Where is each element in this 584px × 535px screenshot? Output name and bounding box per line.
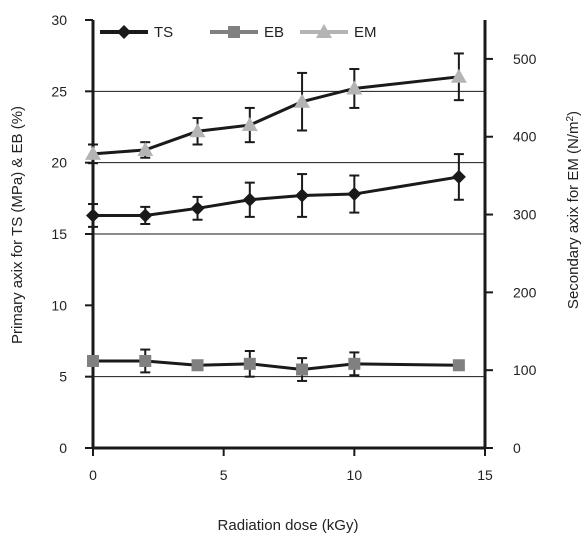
y-left-tick-label: 25 [51, 83, 67, 99]
data-point [191, 359, 204, 372]
y-right-tick-label: 300 [513, 207, 537, 223]
series-eb [87, 348, 465, 382]
legend-marker [316, 24, 332, 38]
y-left-tick-label: 5 [59, 369, 67, 385]
legend-label: EB [264, 24, 284, 41]
data-point [451, 169, 466, 184]
series-layer [85, 52, 467, 382]
data-point [242, 192, 257, 207]
legend-marker [228, 26, 240, 38]
data-point [139, 354, 152, 367]
data-point [86, 208, 100, 223]
legend-item-eb: EB [210, 24, 284, 41]
data-point [347, 187, 362, 202]
y-left-tick-label: 30 [51, 12, 67, 28]
series-ts [86, 153, 466, 228]
y-right-tick-label: 500 [513, 51, 537, 67]
legend-marker [117, 25, 131, 39]
data-point [346, 80, 363, 95]
y-right-tick-label: 400 [513, 129, 537, 145]
y-right-tick-label: 200 [513, 284, 537, 300]
x-tick-label: 5 [220, 467, 228, 483]
y-right-tick-label: 100 [513, 362, 537, 378]
y-axis-right-label: Secondary axix for EM (N/m2) [565, 111, 583, 309]
legend-label: TS [154, 24, 173, 41]
data-point [85, 145, 101, 160]
data-point [87, 354, 99, 367]
y-left-tick-label: 15 [51, 226, 67, 242]
y-axis-left-label: Primary axix for TS (MPa) & EB (%) [9, 106, 26, 344]
data-point [189, 123, 206, 138]
y-left-tick-label: 20 [51, 155, 67, 171]
y-right-tick-label: 0 [513, 440, 521, 456]
data-point [138, 208, 153, 223]
data-point [190, 201, 205, 216]
legend-item-em: EM [300, 24, 377, 41]
data-point [348, 357, 361, 370]
data-point [241, 117, 258, 132]
data-point [295, 188, 310, 203]
series-line [93, 175, 460, 217]
gridlines [93, 90, 485, 378]
x-axis-label: Radiation dose (kGy) [218, 517, 359, 534]
series-em [85, 52, 467, 165]
data-point [296, 363, 309, 376]
data-point [450, 68, 467, 83]
x-tick-label: 10 [347, 467, 363, 483]
data-point [137, 141, 154, 156]
legend-item-ts: TS [100, 24, 173, 41]
data-point [294, 93, 311, 108]
y-left-tick-label: 0 [59, 440, 67, 456]
x-tick-label: 0 [89, 467, 97, 483]
data-point [452, 359, 465, 372]
legend: TS EB EM [100, 24, 377, 41]
x-tick-label: 15 [477, 467, 493, 483]
data-point [243, 357, 256, 370]
legend-label: EM [354, 24, 377, 41]
y-left-tick-label: 10 [51, 297, 67, 313]
